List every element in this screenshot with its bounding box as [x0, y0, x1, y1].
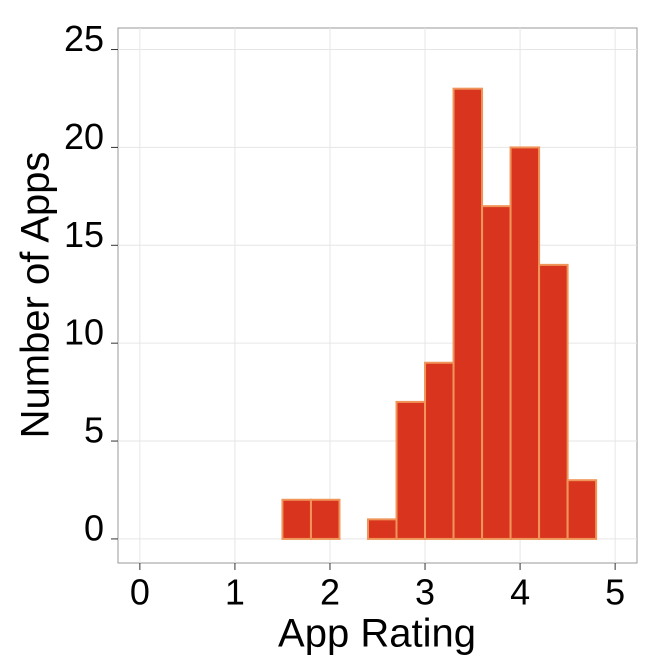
x-tick-label: 3 — [415, 572, 435, 613]
bar — [481, 205, 512, 540]
bar — [538, 263, 569, 540]
bar — [309, 498, 341, 540]
x-tick-label: 1 — [225, 572, 245, 613]
x-tick-label: 2 — [320, 572, 340, 613]
bar — [566, 479, 598, 540]
bar — [366, 518, 398, 540]
y-tick-label: 20 — [64, 116, 104, 157]
y-tick-label: 0 — [84, 507, 104, 548]
x-tick-label: 4 — [510, 572, 530, 613]
bar — [424, 361, 455, 540]
bar — [395, 400, 427, 540]
x-tick-label: 5 — [605, 572, 625, 613]
bar — [281, 498, 312, 540]
y-tick-label: 15 — [64, 214, 104, 255]
y-tick-label: 25 — [64, 18, 104, 59]
y-tick-label: 10 — [64, 312, 104, 353]
y-tick-label: 5 — [84, 410, 104, 451]
bar — [452, 87, 484, 540]
y-axis-title: Number of Apps — [14, 152, 58, 439]
bar — [509, 146, 541, 540]
x-tick-label: 0 — [130, 572, 150, 613]
x-axis-title: App Rating — [278, 612, 476, 656]
